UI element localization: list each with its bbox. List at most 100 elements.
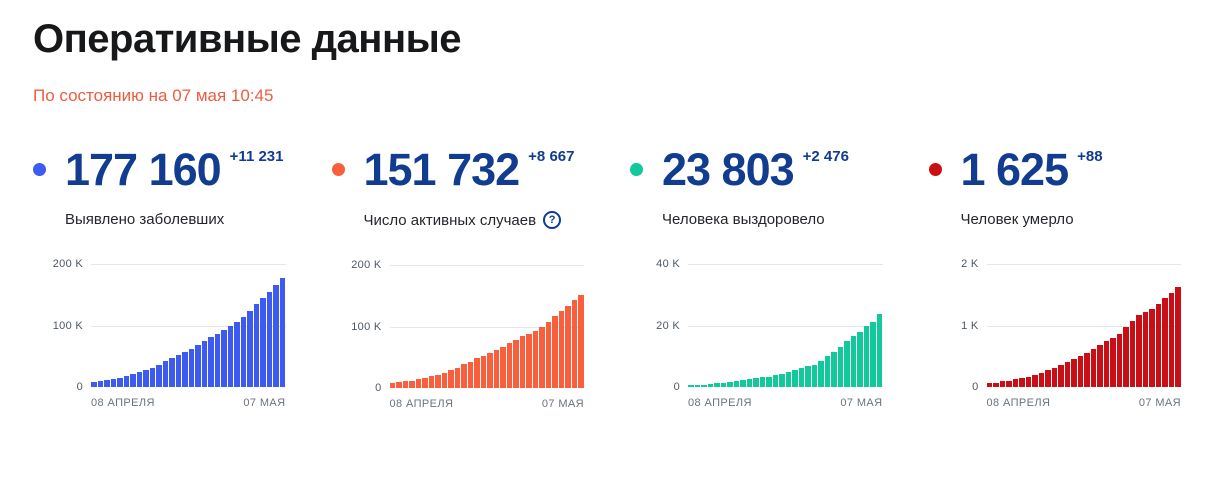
bar[interactable] (798, 368, 805, 388)
bar[interactable] (714, 383, 720, 388)
bar[interactable] (208, 337, 214, 388)
bar-plot[interactable] (91, 264, 286, 388)
bar[interactable] (565, 305, 571, 389)
bar[interactable] (999, 381, 1006, 388)
bar[interactable] (130, 374, 136, 388)
bar[interactable] (513, 339, 519, 389)
bar[interactable] (1097, 345, 1103, 388)
bar[interactable] (156, 364, 162, 388)
bar[interactable] (169, 358, 175, 388)
bar[interactable] (1038, 372, 1045, 388)
bar[interactable] (805, 366, 811, 388)
bar[interactable] (870, 321, 876, 388)
bar[interactable] (389, 383, 396, 389)
bar[interactable] (986, 383, 993, 388)
bar[interactable] (772, 375, 779, 388)
bar[interactable] (247, 310, 253, 388)
bar[interactable] (766, 376, 772, 388)
bar[interactable] (175, 354, 182, 388)
bar[interactable] (110, 378, 117, 388)
bar[interactable] (454, 367, 461, 389)
bar[interactable] (863, 326, 870, 388)
bar[interactable] (162, 360, 169, 388)
bar[interactable] (1012, 379, 1019, 388)
bar[interactable] (1071, 359, 1077, 388)
bar[interactable] (720, 382, 727, 388)
bar[interactable] (234, 321, 240, 388)
bar[interactable] (1168, 292, 1175, 388)
bar-plot[interactable] (389, 265, 584, 389)
bar[interactable] (526, 334, 532, 389)
bar[interactable] (707, 384, 714, 388)
bar[interactable] (273, 285, 279, 388)
bar[interactable] (1006, 380, 1012, 388)
bar[interactable] (474, 358, 480, 389)
bar[interactable] (753, 377, 759, 388)
bar[interactable] (740, 380, 746, 388)
bar[interactable] (260, 297, 266, 388)
bar[interactable] (435, 374, 441, 389)
bar[interactable] (785, 372, 792, 388)
bar[interactable] (467, 361, 474, 389)
bar[interactable] (182, 351, 188, 388)
bar[interactable] (1175, 287, 1181, 388)
bar[interactable] (733, 381, 740, 388)
bar[interactable] (422, 377, 428, 389)
bar[interactable] (792, 370, 798, 388)
bar[interactable] (532, 330, 539, 389)
bar[interactable] (1142, 312, 1149, 388)
bar[interactable] (1149, 308, 1155, 388)
bar[interactable] (558, 310, 565, 389)
bar[interactable] (545, 321, 552, 389)
bar[interactable] (837, 346, 844, 388)
bar[interactable] (500, 346, 506, 389)
bar[interactable] (221, 329, 227, 388)
bar[interactable] (149, 367, 156, 388)
bar[interactable] (1077, 355, 1084, 388)
bar[interactable] (253, 304, 260, 388)
bar[interactable] (1162, 298, 1168, 388)
bar[interactable] (539, 326, 545, 389)
bar[interactable] (1155, 303, 1162, 388)
bar[interactable] (201, 341, 208, 388)
bar[interactable] (448, 370, 454, 389)
bar[interactable] (396, 382, 402, 389)
bar[interactable] (506, 343, 513, 389)
bar[interactable] (1136, 315, 1142, 388)
bar[interactable] (279, 278, 286, 388)
bar[interactable] (195, 345, 201, 388)
bar[interactable] (1123, 327, 1129, 388)
bar[interactable] (779, 373, 785, 388)
bar[interactable] (727, 382, 733, 388)
bar[interactable] (117, 377, 123, 388)
bar[interactable] (1058, 365, 1064, 388)
bar[interactable] (1129, 321, 1136, 388)
bar[interactable] (428, 376, 435, 389)
bar[interactable] (480, 355, 487, 389)
bar[interactable] (493, 349, 500, 389)
bar[interactable] (461, 364, 467, 389)
bar[interactable] (1032, 375, 1038, 388)
bar[interactable] (1084, 353, 1090, 388)
bar[interactable] (824, 355, 831, 388)
bar[interactable] (844, 341, 850, 388)
help-question-icon[interactable]: ? (543, 211, 562, 230)
bar[interactable] (701, 384, 707, 388)
bar[interactable] (487, 352, 493, 389)
bar[interactable] (1045, 370, 1051, 388)
bar[interactable] (1090, 349, 1097, 388)
bar[interactable] (831, 351, 837, 388)
bar[interactable] (571, 300, 578, 389)
bar[interactable] (552, 316, 558, 389)
bar[interactable] (143, 370, 149, 388)
bar[interactable] (519, 336, 526, 389)
bar[interactable] (811, 364, 818, 388)
bar[interactable] (1064, 362, 1071, 388)
bar[interactable] (759, 377, 766, 388)
bar[interactable] (578, 294, 584, 389)
bar[interactable] (441, 372, 448, 389)
bar[interactable] (993, 382, 999, 388)
bar[interactable] (857, 331, 863, 388)
bar[interactable] (1019, 378, 1025, 388)
bar[interactable] (746, 379, 753, 388)
